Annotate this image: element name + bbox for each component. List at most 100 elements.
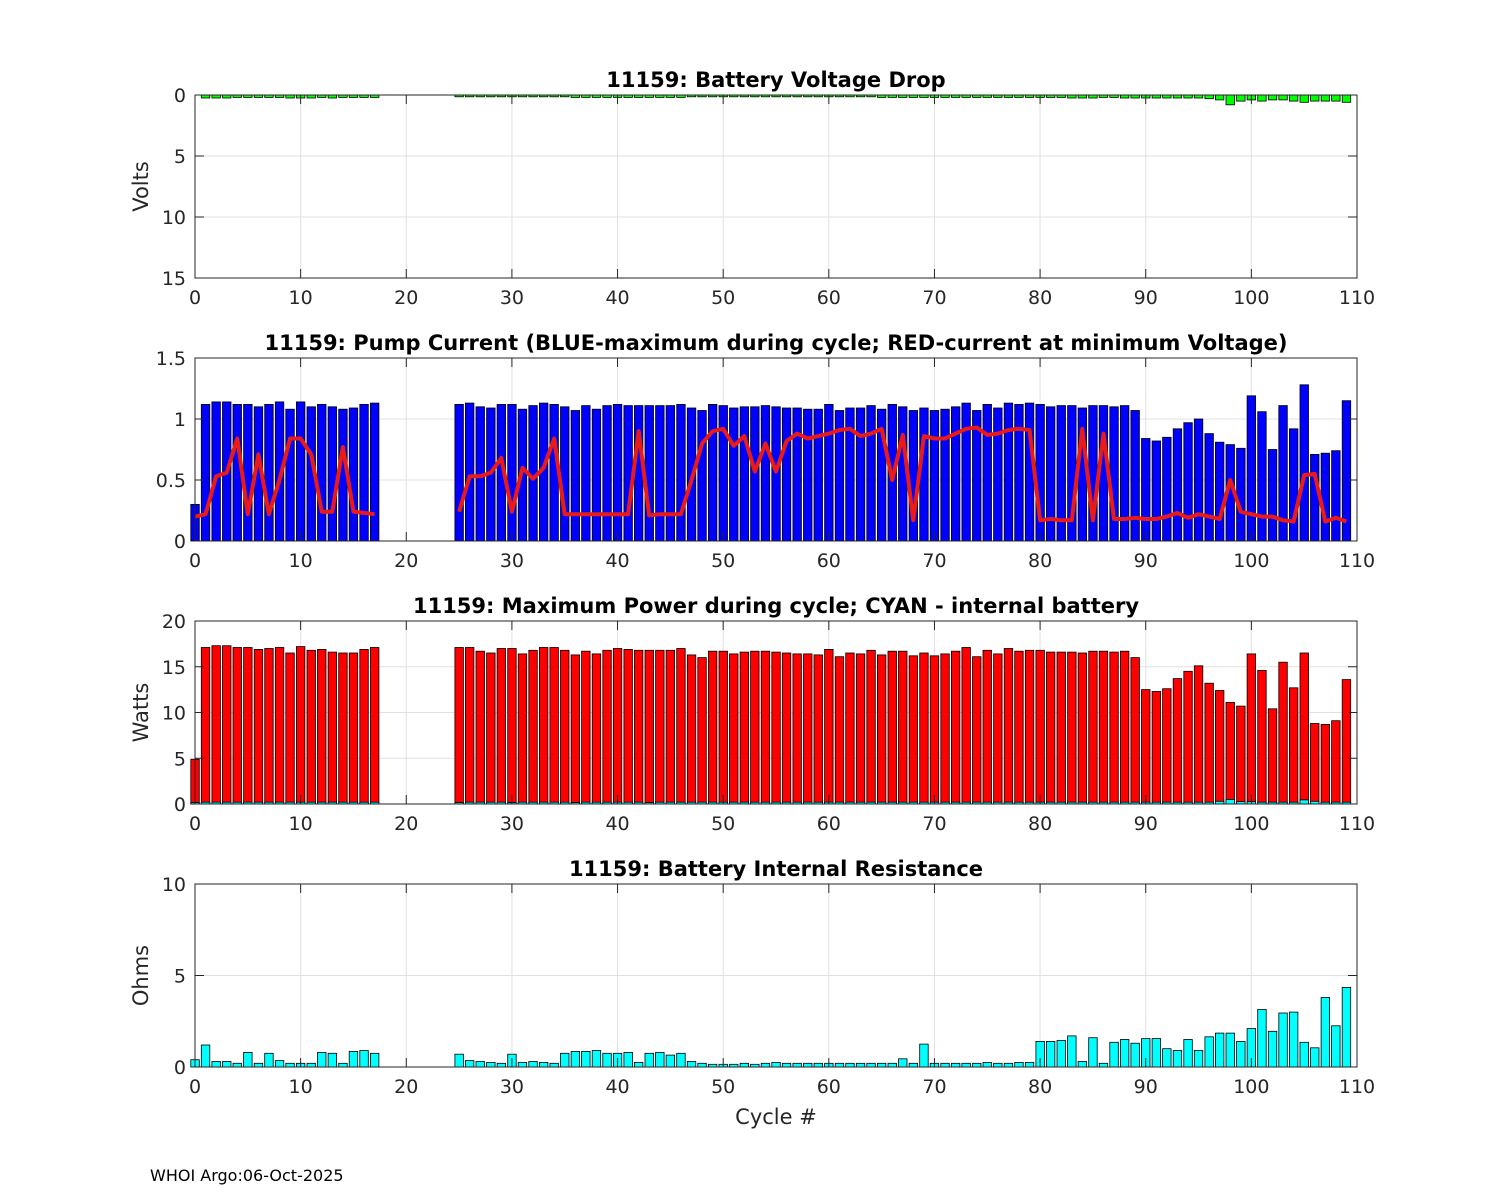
bar (1193, 418, 1204, 542)
axes-box (194, 357, 1358, 542)
bar (813, 408, 823, 542)
bar (961, 647, 971, 805)
x-tick-label: 10 (289, 550, 313, 572)
bar (908, 1062, 918, 1068)
pump-current-panel: 0 10 20 30 40 50 60 70 80 90 100 110 0 0.5 1 1.5 11159: … (156, 331, 1375, 572)
bar (665, 1054, 675, 1068)
y-tick-label: 0 (174, 1057, 186, 1079)
bar (560, 406, 570, 542)
bar (528, 1061, 538, 1068)
bar (475, 650, 485, 805)
bar (222, 645, 232, 805)
bar (866, 405, 876, 542)
y-tick-label: 5 (174, 966, 186, 988)
x-tick-label: 80 (1028, 1076, 1052, 1098)
bar (359, 1050, 369, 1068)
bar (1299, 1041, 1309, 1068)
bar (781, 407, 792, 542)
bar (1162, 436, 1172, 542)
x-tick-label: 70 (922, 813, 946, 835)
bar (306, 649, 316, 805)
bar (560, 649, 570, 805)
bar (1098, 1062, 1109, 1068)
bar (951, 1062, 961, 1068)
x-tick-label: 90 (1134, 1076, 1158, 1098)
bar (243, 1052, 253, 1068)
bar (771, 651, 781, 805)
bar (1299, 799, 1309, 805)
bar (1215, 94, 1225, 101)
bar (222, 1061, 232, 1068)
bar (1267, 708, 1278, 805)
x-tick-label: 70 (922, 287, 946, 309)
bar (961, 1062, 971, 1068)
bar (454, 647, 464, 805)
bar (718, 650, 728, 805)
bar (1024, 1062, 1035, 1068)
bar (200, 403, 211, 542)
bar (813, 654, 823, 805)
bar (940, 653, 950, 805)
bar (1141, 689, 1151, 805)
bar (1225, 1032, 1235, 1068)
bar (993, 653, 1003, 805)
bar (1014, 1062, 1024, 1068)
y-tick-label: 10 (162, 703, 186, 725)
bar (253, 1062, 264, 1068)
footer-timestamp: WHOI Argo:06-Oct-2025 (150, 1166, 344, 1185)
bar (887, 650, 897, 805)
x-tick-label: 80 (1028, 813, 1052, 835)
bar (285, 1062, 295, 1068)
bar (1246, 395, 1256, 542)
x-tick-label: 50 (711, 1076, 735, 1098)
bar (243, 403, 253, 542)
bar (454, 1053, 464, 1068)
bar (602, 1052, 612, 1068)
bar (1141, 438, 1151, 542)
bar (317, 649, 327, 805)
bar (919, 652, 929, 805)
bar (1183, 670, 1193, 805)
voltage-drop-panel: 0 10 20 30 40 50 60 70 80 90 100 110 0 5 10 15 11159: Ba… (129, 68, 1375, 309)
bar (665, 405, 675, 542)
bar (1320, 724, 1330, 805)
bar (813, 1062, 823, 1068)
bar (1320, 94, 1330, 102)
bar (1299, 94, 1309, 103)
bar (1120, 650, 1130, 805)
y-axis-label: Volts (129, 161, 153, 212)
bar (855, 653, 866, 805)
bar (232, 1062, 242, 1068)
bar (507, 403, 517, 542)
chart-title: 11159: Battery Internal Resistance (569, 857, 983, 881)
bar (591, 1050, 602, 1068)
bar (982, 403, 992, 542)
bar (232, 647, 242, 805)
bar (454, 403, 464, 542)
x-tick-label: 110 (1339, 813, 1375, 835)
bar (898, 1058, 908, 1068)
x-tick-label: 40 (605, 1076, 629, 1098)
bar (1289, 687, 1299, 805)
bar (1077, 1061, 1087, 1068)
bar (1331, 1025, 1341, 1068)
bar (1236, 1041, 1246, 1068)
bar (528, 649, 538, 805)
bar (834, 1062, 845, 1068)
x-tick-label: 30 (500, 287, 524, 309)
x-tick-label: 110 (1339, 1076, 1375, 1098)
chart-title: 11159: Pump Current (BLUE-maximum during… (265, 331, 1288, 355)
bar (369, 402, 380, 542)
bar (464, 647, 475, 805)
bar (1014, 403, 1024, 542)
bar (1257, 670, 1267, 805)
bar (1331, 450, 1341, 542)
bar (1172, 678, 1183, 805)
bar (1236, 447, 1246, 542)
bar (781, 1062, 792, 1068)
bar (359, 649, 369, 805)
bar (908, 655, 918, 805)
bar (1310, 723, 1320, 805)
bar (1088, 650, 1098, 805)
bar (200, 1044, 211, 1068)
